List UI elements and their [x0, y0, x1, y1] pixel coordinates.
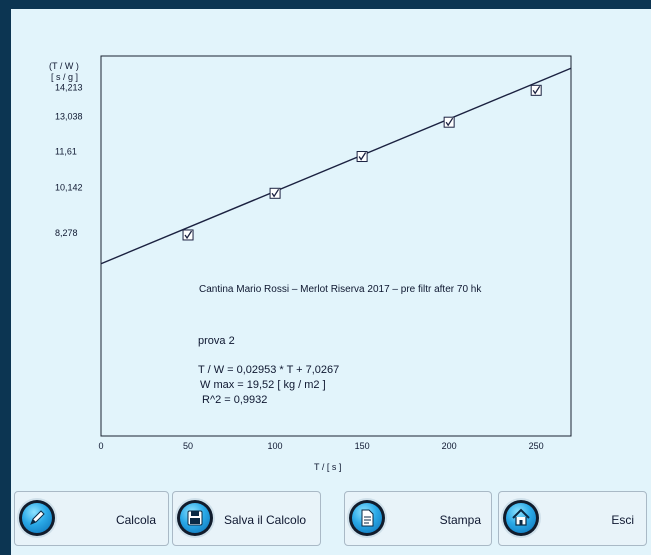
data-point-marker	[182, 229, 194, 241]
y-tick-label: 13,038	[55, 111, 83, 121]
stampa-button[interactable]: Stampa	[344, 491, 492, 546]
x-tick-label: 0	[98, 441, 103, 451]
x-tick-label: 150	[355, 441, 370, 451]
floppy-disk-icon	[177, 500, 213, 536]
x-tick-labels: 0 50 100 150 200 250	[98, 441, 543, 451]
salva-label: Salva il Calcolo	[224, 513, 307, 527]
y-tick-label: 8,278	[55, 228, 78, 238]
x-tick-label: 100	[268, 441, 283, 451]
x-tick-label: 50	[183, 441, 193, 451]
x-tick-label: 250	[529, 441, 544, 451]
salva-button[interactable]: Salva il Calcolo	[172, 491, 321, 546]
r2-text: R^2 = 0,9932	[202, 394, 267, 406]
data-point-marker	[269, 187, 281, 199]
document-icon	[349, 500, 385, 536]
y-axis-label-line2: [ s / g ]	[51, 72, 78, 82]
wmax-text: W max = 19,52 [ kg / m2 ]	[200, 379, 326, 391]
y-axis-label-line1: (T / W )	[49, 61, 79, 71]
esci-button[interactable]: Esci	[498, 491, 647, 546]
data-point-marker	[356, 151, 368, 163]
data-points	[182, 84, 542, 241]
x-tick-label: 200	[442, 441, 457, 451]
y-tick-label: 10,142	[55, 182, 83, 192]
y-tick-labels: 14,213 13,038 11,61 10,142 8,278	[55, 83, 83, 239]
data-point-marker	[443, 116, 455, 128]
regression-line	[100, 67, 572, 265]
calcola-label: Calcola	[115, 513, 156, 527]
equation-text: T / W = 0,02953 * T + 7,0267	[198, 364, 339, 376]
pencil-icon	[19, 500, 55, 536]
home-icon	[503, 500, 539, 536]
calcola-button[interactable]: Calcola	[14, 491, 169, 546]
test-label: prova 2	[198, 335, 235, 347]
stampa-label: Stampa	[439, 513, 481, 527]
y-tick-label: 11,61	[55, 146, 77, 156]
x-axis-label: T / [ s ]	[314, 462, 341, 472]
plot-area	[100, 55, 572, 437]
y-tick-label: 14,213	[55, 83, 83, 93]
regression-chart: (T / W ) [ s / g ] 14,213 13,038 11,61 10,1…	[49, 55, 572, 472]
esci-label: Esci	[611, 513, 634, 527]
chart-title: Cantina Mario Rossi – Merlot Riserva 201…	[199, 284, 482, 295]
data-point-marker	[530, 84, 542, 96]
